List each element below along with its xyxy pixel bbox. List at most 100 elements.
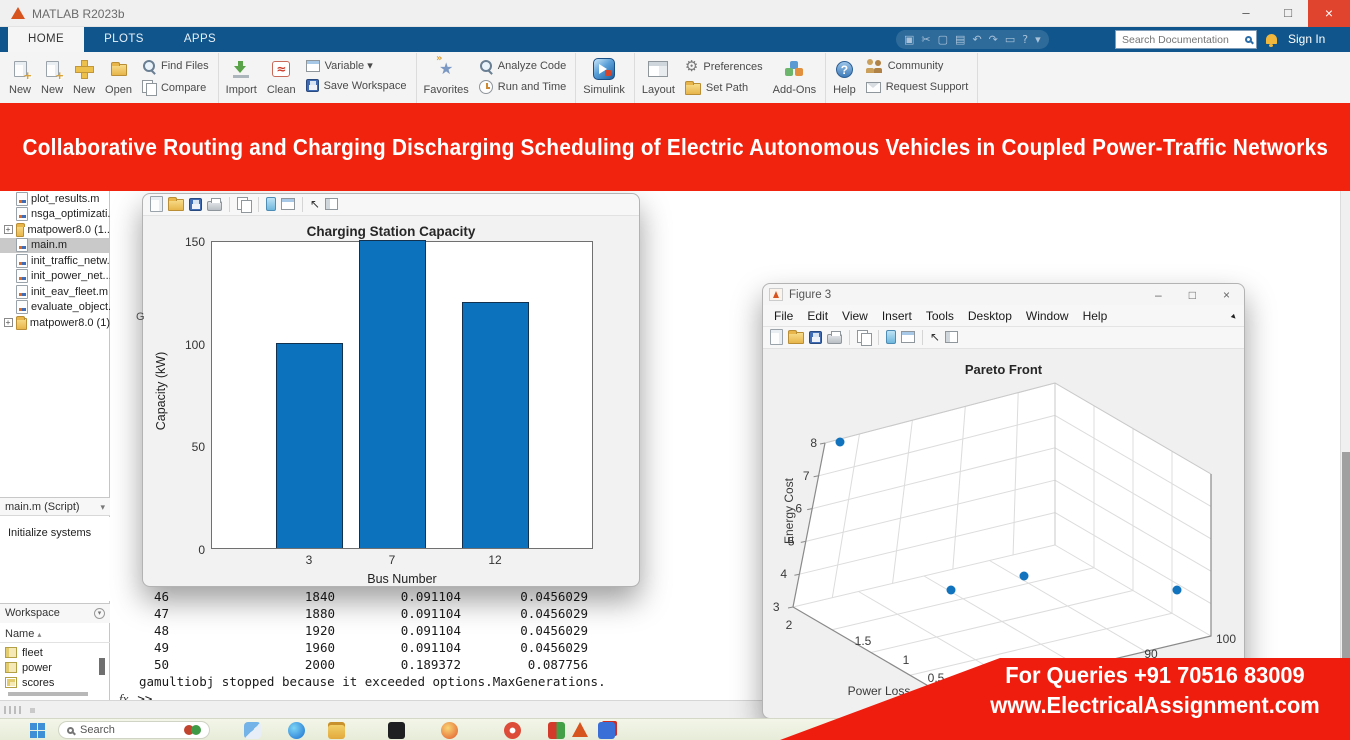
workspace-item-power[interactable]: power <box>0 660 110 675</box>
resize-grip-icon[interactable] <box>4 706 24 714</box>
ribbon-item-label: Preferences <box>703 60 763 73</box>
figure-minimize-button[interactable]: – <box>1155 287 1162 302</box>
chevron-down-icon: ▾ <box>100 502 105 512</box>
workspace-menu-icon[interactable]: ▾ <box>94 608 105 619</box>
maximize-button[interactable]: □ <box>1284 5 1292 20</box>
ribbon-item-run-and-time[interactable]: Run and Time <box>478 80 567 94</box>
ribbon-item-label: New <box>9 84 32 96</box>
search-input[interactable] <box>1120 32 1245 47</box>
figure-window-pareto[interactable]: Figure 3 – □ × File Edit View Insert Tools De… <box>762 283 1245 719</box>
output-cell: 0.091104 <box>400 589 461 604</box>
more-options-icon[interactable]: ▾ <box>1035 33 1041 46</box>
ribbon-item-find-files[interactable]: Find Files <box>142 59 209 73</box>
menu-help[interactable]: Help <box>1082 308 1108 323</box>
save-icon[interactable]: ▣ <box>904 33 915 46</box>
ribbon-item-variable[interactable]: Variable ▾ <box>305 59 407 72</box>
switch-windows-icon[interactable]: ▭ <box>1004 33 1016 46</box>
file-nsga-optimizati[interactable]: nsga_optimizati.. <box>0 207 110 223</box>
workspace-name-column[interactable]: Name ▴ <box>0 625 110 643</box>
app-titlebar[interactable]: MATLAB R2023b – □ × <box>0 0 1350 27</box>
ribbon-item-layout[interactable]: Layout <box>642 54 675 96</box>
ribbon-item-request-support[interactable]: Request Support <box>865 80 968 93</box>
file-main-m[interactable]: main.m <box>0 237 110 253</box>
notification-bell-icon[interactable] <box>1266 34 1277 47</box>
insert-legend-icon <box>281 198 295 211</box>
struct-icon <box>5 647 17 658</box>
close-button[interactable]: × <box>1308 0 1350 27</box>
ribbon-item-analyze-code[interactable]: Analyze Code <box>479 59 567 73</box>
ribbon-item-new[interactable]: New <box>41 54 64 96</box>
ribbon-item-save-workspace[interactable]: Save Workspace <box>305 79 407 92</box>
ribbon-item-new[interactable]: New <box>73 54 95 96</box>
menu-view[interactable]: View <box>842 308 868 323</box>
figure-maximize-button[interactable]: □ <box>1188 287 1196 302</box>
command-window-scrollbar[interactable] <box>1340 100 1350 740</box>
menu-file[interactable]: File <box>774 308 794 323</box>
chart-title: Charging Station Capacity <box>306 224 476 239</box>
edge-icon[interactable] <box>288 722 305 739</box>
tab-home[interactable]: HOME <box>8 27 85 52</box>
file-init-power-net[interactable]: init_power_net... <box>0 269 110 285</box>
file-matpower8-0-1[interactable]: + matpower8.0 (1.. <box>0 222 110 238</box>
workspace-hscroll-thumb[interactable] <box>8 692 88 696</box>
menu-desktop[interactable]: Desktop <box>967 308 1012 323</box>
file-details-header[interactable]: main.m (Script) ▾ <box>0 497 110 516</box>
ribbon-item-label: Analyze Code <box>497 60 567 72</box>
minimize-button[interactable]: – <box>1242 5 1250 20</box>
pinned-app-icon[interactable] <box>598 722 615 739</box>
tab-apps[interactable]: APPS <box>183 33 217 45</box>
cut-icon[interactable]: ✂ <box>921 33 931 46</box>
file-init-traffic-netw[interactable]: init_traffic_netw.. <box>0 253 110 269</box>
copy-icon[interactable]: ▢ <box>937 33 949 46</box>
ribbon-item-open[interactable]: Open <box>105 54 132 96</box>
ribbon-item-add-ons[interactable]: Add-Ons <box>773 54 816 96</box>
expand-icon[interactable]: + <box>3 225 13 235</box>
ribbon-item-favorites[interactable]: ★ Favorites <box>424 54 469 96</box>
ribbon-item-clean[interactable]: ≈ Clean <box>267 54 296 96</box>
scrollbar-thumb[interactable] <box>1342 452 1350 740</box>
tab-plots[interactable]: PLOTS <box>104 33 144 45</box>
figure-close-button[interactable]: × <box>1222 287 1230 302</box>
redo-icon[interactable]: ↷ <box>988 33 998 46</box>
ribbon-item-simulink[interactable]: Simulink <box>583 54 625 96</box>
app-icon-red-green[interactable] <box>548 722 565 739</box>
ribbon-item-preferences[interactable]: ⚙ Preferences <box>685 59 763 74</box>
taskbar-search[interactable]: Search <box>58 721 210 739</box>
doc-search-box[interactable] <box>1115 30 1257 49</box>
workspace-vscroll-thumb[interactable] <box>99 658 105 675</box>
file-explorer-icon[interactable] <box>328 722 345 739</box>
workspace-header[interactable]: Workspace ▾ <box>0 603 110 623</box>
menu-window[interactable]: Window <box>1025 308 1069 323</box>
browser-icon-orange[interactable] <box>441 722 458 739</box>
ribbon-item-community[interactable]: Community <box>865 59 969 73</box>
matlab-icon[interactable] <box>572 722 588 737</box>
ribbon-item-compare[interactable]: Compare <box>141 80 209 96</box>
ribbon-item-new[interactable]: New <box>9 54 32 96</box>
undo-icon[interactable]: ↶ <box>972 33 982 46</box>
ribbon-item-help[interactable]: ? Help <box>833 54 856 96</box>
figure-window-bar-chart[interactable]: ↖ Charging Station Capacity Capacity (kW… <box>142 193 640 587</box>
workspace-item-fleet[interactable]: fleet <box>0 645 110 660</box>
file-init-eav-fleet-m[interactable]: init_eav_fleet.m <box>0 284 110 300</box>
menu-insert[interactable]: Insert <box>881 308 912 323</box>
file-matpower8-0-1[interactable]: + matpower8.0 (1) <box>0 315 110 331</box>
start-button[interactable] <box>30 723 45 738</box>
set-path-icon <box>684 81 701 95</box>
paste-icon[interactable]: ▤ <box>955 33 966 46</box>
scatter-point <box>1019 571 1029 581</box>
search-icon[interactable] <box>1245 36 1252 43</box>
file-evaluate-object[interactable]: evaluate_object.. <box>0 300 110 316</box>
figure-titlebar[interactable]: Figure 3 – □ × <box>763 284 1244 305</box>
menu-edit[interactable]: Edit <box>807 308 829 323</box>
workspace-item-scores[interactable]: scores <box>0 675 110 690</box>
sign-in-link[interactable]: Sign In <box>1288 32 1326 46</box>
ribbon-item-set-path[interactable]: Set Path <box>684 81 763 95</box>
browser-icon-red[interactable] <box>504 722 521 739</box>
widgets-icon[interactable] <box>244 722 261 739</box>
help-icon[interactable]: ? <box>1022 33 1029 46</box>
menu-tools[interactable]: Tools <box>925 308 954 323</box>
ribbon-item-import[interactable]: Import <box>226 54 257 96</box>
terminal-icon[interactable] <box>388 722 405 739</box>
expand-icon[interactable]: + <box>3 318 13 328</box>
file-plot-results-m[interactable]: plot_results.m <box>0 191 110 207</box>
